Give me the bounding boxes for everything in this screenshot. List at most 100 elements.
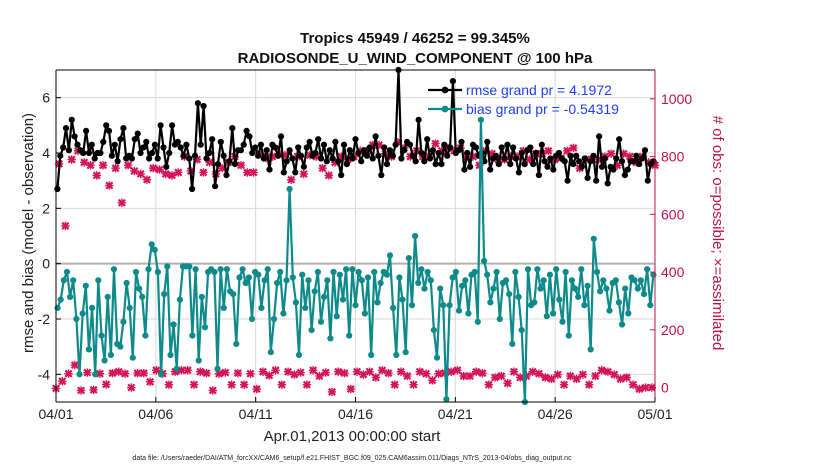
bias-data-point (640, 291, 648, 298)
bias-data-point (176, 296, 183, 303)
rmse-data-point (578, 163, 586, 170)
bias-data-point (647, 302, 654, 309)
rmse-data-point (613, 155, 620, 162)
rmse-data-point (392, 141, 399, 148)
bias-data-point (139, 293, 146, 300)
bias-data-point (264, 266, 271, 273)
bias-data-point (355, 268, 362, 276)
rmse-data-point (504, 141, 511, 148)
rmse-data-point (275, 152, 282, 159)
rmse-data-point (441, 141, 448, 148)
rmse-data-point (564, 177, 571, 184)
bias-data-point (615, 299, 623, 306)
obs-count-marker (189, 380, 199, 389)
obs-count-marker (365, 367, 374, 376)
rmse-data-point (295, 144, 302, 151)
obs-count-marker (459, 371, 468, 381)
bias-data-point (67, 293, 74, 300)
obs-count-marker (239, 380, 249, 389)
bias-data-point (117, 343, 124, 350)
bias-data-point (245, 274, 252, 281)
bias-data-point (455, 307, 463, 314)
rmse-data-point (74, 141, 81, 148)
rmse-data-point (624, 166, 631, 173)
rmse-data-point (326, 147, 333, 154)
rmse-data-point (246, 133, 253, 140)
obs-count-marker (142, 175, 152, 184)
bias-data-point (289, 274, 296, 281)
obs-count-marker (233, 368, 243, 378)
rmse-data-point (438, 161, 445, 168)
bias-data-point (154, 268, 161, 276)
obs-count-marker (133, 368, 142, 378)
obs-count-marker (246, 369, 255, 378)
obs-count-marker (497, 371, 506, 381)
x-tick-label: 04/16 (338, 406, 373, 422)
rmse-data-point (561, 158, 568, 165)
x-tick-label: 04/01 (38, 406, 73, 422)
y-tick-label: -2 (38, 311, 51, 327)
bias-data-point (637, 277, 645, 284)
bias-data-point (129, 354, 136, 361)
rmse-data-point (550, 166, 557, 173)
bias-data-point (148, 241, 155, 248)
rmse-data-point (65, 147, 72, 154)
bias-data-point (101, 357, 108, 364)
bias-data-point (565, 332, 572, 339)
obs-count-marker (453, 366, 462, 375)
rmse-data-point (148, 149, 156, 157)
bias-data-point (556, 296, 563, 303)
bias-data-point (474, 318, 481, 325)
rmse-data-point (389, 152, 396, 159)
rmse-data-point (157, 122, 164, 129)
rmse-data-point (639, 155, 646, 162)
bias-data-point (587, 346, 594, 353)
rmse-data-point (209, 136, 216, 143)
bias-data-point (386, 252, 394, 259)
obs-count-marker (108, 368, 117, 378)
bias-data-point (440, 302, 447, 309)
obs-count-marker (249, 168, 258, 177)
rmse-data-point (593, 177, 600, 184)
bias-data-point (465, 310, 472, 317)
bias-data-point (230, 291, 237, 298)
bias-data-point (261, 277, 268, 284)
rmse-data-point (272, 144, 279, 151)
rmse-data-point (60, 144, 67, 151)
obs-count-marker (484, 380, 493, 389)
rmse-data-point (449, 78, 456, 85)
rmse-data-point (636, 161, 643, 168)
bias-data-point (524, 266, 532, 273)
bias-data-point (295, 351, 303, 359)
obs-count-marker (149, 163, 158, 173)
rmse-data-point (509, 144, 517, 151)
bias-data-point (571, 285, 579, 292)
bias-data-point (412, 232, 419, 240)
rmse-data-point (223, 172, 230, 179)
bias-data-point (631, 277, 638, 284)
obs-count-marker (431, 139, 440, 148)
bias-data-point (512, 268, 519, 276)
bias-data-point (487, 299, 494, 306)
x-tick-label: 04/06 (138, 406, 173, 422)
rmse-data-point (418, 149, 425, 157)
rmse-data-point (128, 155, 135, 162)
bias-data-point (280, 310, 287, 317)
obs-count-marker (161, 169, 170, 179)
rmse-data-point (340, 141, 348, 148)
bias-data-point (506, 291, 513, 298)
bias-data-point (612, 277, 619, 284)
rmse-data-point (601, 155, 608, 162)
obs-count-marker (509, 367, 519, 376)
obs-count-marker (606, 149, 616, 158)
rmse-data-point (363, 152, 371, 159)
bias-data-point (593, 268, 601, 276)
bias-data-point (590, 235, 597, 242)
rmse-data-point (134, 130, 141, 137)
rmse-data-point (226, 158, 233, 165)
bias-data-point (562, 268, 569, 276)
rmse-data-point (361, 147, 368, 154)
obs-count-marker (155, 165, 164, 174)
bias-legend-label: bias grand pr = -0.54319 (466, 101, 619, 117)
rmse-data-point (535, 172, 543, 179)
